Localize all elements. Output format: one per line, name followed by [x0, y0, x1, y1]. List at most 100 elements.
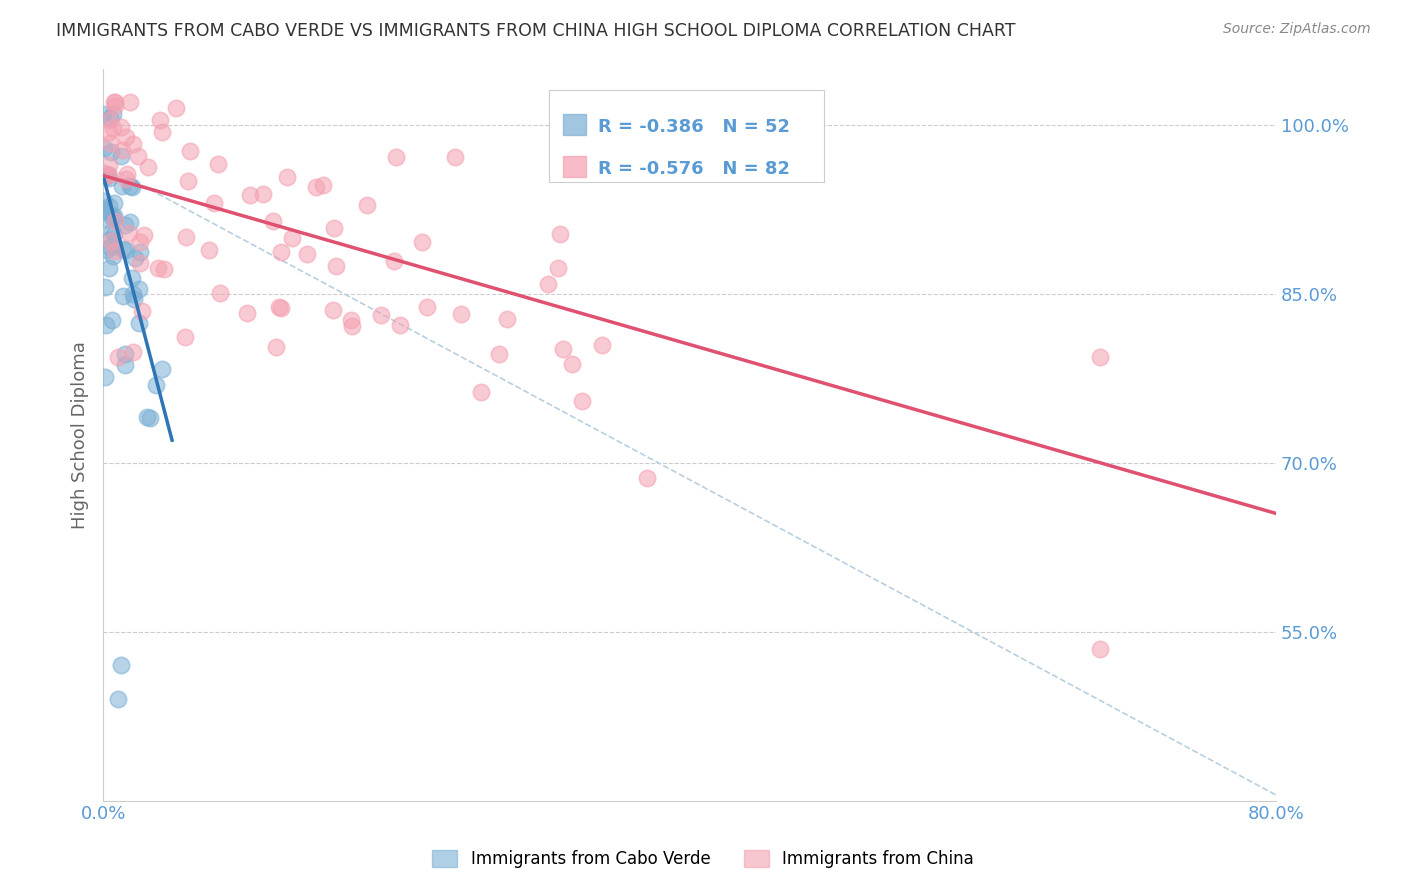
Point: [1088, 350, 1111, 364]
Point: [209, 285, 232, 300]
Point: [93, 194, 115, 208]
Point: [103, 209, 125, 223]
Point: [96, 168, 118, 182]
Point: [94, 279, 117, 293]
Point: [101, 210, 124, 224]
Point: [101, 249, 124, 263]
Point: [270, 245, 292, 260]
FancyBboxPatch shape: [548, 90, 824, 182]
Point: [128, 282, 150, 296]
Point: [97, 170, 120, 185]
Text: Source: ZipAtlas.com: Source: ZipAtlas.com: [1223, 22, 1371, 37]
Point: [128, 256, 150, 270]
Point: [93, 106, 115, 120]
Point: [1088, 641, 1111, 656]
Point: [264, 340, 287, 354]
Point: [450, 307, 472, 321]
Point: [270, 301, 292, 316]
Point: [416, 300, 439, 314]
Point: [101, 121, 124, 136]
Point: [411, 235, 433, 250]
Point: [111, 289, 134, 303]
Point: [252, 186, 274, 201]
Point: [121, 179, 143, 194]
Point: [101, 106, 124, 120]
Point: [385, 150, 408, 164]
Point: [370, 308, 392, 322]
Point: [120, 215, 142, 229]
Point: [97, 125, 120, 139]
Point: [174, 329, 197, 343]
Point: [128, 245, 150, 260]
Point: [93, 369, 115, 384]
Point: [91, 204, 114, 219]
Point: [470, 385, 492, 400]
Point: [325, 260, 347, 274]
Point: [98, 233, 121, 247]
Legend: Immigrants from Cabo Verde, Immigrants from China: Immigrants from Cabo Verde, Immigrants f…: [426, 843, 980, 875]
Point: [340, 313, 363, 327]
Point: [128, 235, 150, 250]
Point: [207, 157, 229, 171]
Y-axis label: High School Diploma: High School Diploma: [72, 341, 89, 528]
Point: [114, 346, 136, 360]
Point: [150, 125, 173, 139]
Point: [591, 338, 613, 352]
Point: [114, 358, 136, 372]
Point: [122, 292, 145, 306]
Point: [100, 234, 122, 248]
Point: [97, 158, 120, 172]
Point: [146, 260, 169, 275]
Point: [235, 306, 257, 320]
Point: [96, 167, 118, 181]
Point: [553, 342, 575, 356]
Point: [136, 409, 159, 424]
Point: [115, 130, 138, 145]
Point: [118, 178, 141, 193]
Point: [115, 167, 138, 181]
Point: [114, 218, 136, 232]
Point: [636, 471, 658, 485]
Point: [93, 170, 115, 185]
Point: [280, 231, 302, 245]
Point: [340, 318, 363, 333]
Point: [103, 212, 125, 227]
Point: [496, 311, 519, 326]
Point: [107, 692, 129, 706]
Text: IMMIGRANTS FROM CABO VERDE VS IMMIGRANTS FROM CHINA HIGH SCHOOL DIPLOMA CORRELAT: IMMIGRANTS FROM CABO VERDE VS IMMIGRANTS…: [56, 22, 1015, 40]
Point: [149, 113, 172, 128]
FancyBboxPatch shape: [562, 156, 586, 177]
Text: R = -0.576   N = 82: R = -0.576 N = 82: [598, 160, 790, 178]
Point: [111, 143, 134, 157]
Point: [198, 243, 221, 257]
Point: [561, 358, 583, 372]
Point: [127, 149, 149, 163]
Point: [124, 251, 146, 265]
Point: [444, 150, 467, 164]
Point: [103, 227, 125, 242]
Point: [98, 198, 121, 212]
Point: [295, 247, 318, 261]
Point: [537, 277, 560, 292]
Point: [165, 101, 187, 115]
Point: [276, 169, 298, 184]
Point: [96, 318, 118, 332]
Point: [91, 202, 114, 216]
Point: [104, 244, 127, 258]
Point: [100, 136, 122, 151]
Point: [145, 377, 167, 392]
Point: [107, 350, 129, 364]
Point: [262, 214, 284, 228]
Point: [547, 261, 569, 276]
Point: [101, 224, 124, 238]
Point: [132, 228, 155, 243]
Point: [115, 171, 138, 186]
Point: [98, 111, 121, 125]
Point: [115, 243, 138, 257]
Point: [382, 254, 405, 268]
Point: [548, 227, 571, 242]
Point: [118, 95, 141, 110]
Point: [110, 658, 132, 673]
Point: [139, 411, 162, 425]
Point: [98, 240, 121, 254]
